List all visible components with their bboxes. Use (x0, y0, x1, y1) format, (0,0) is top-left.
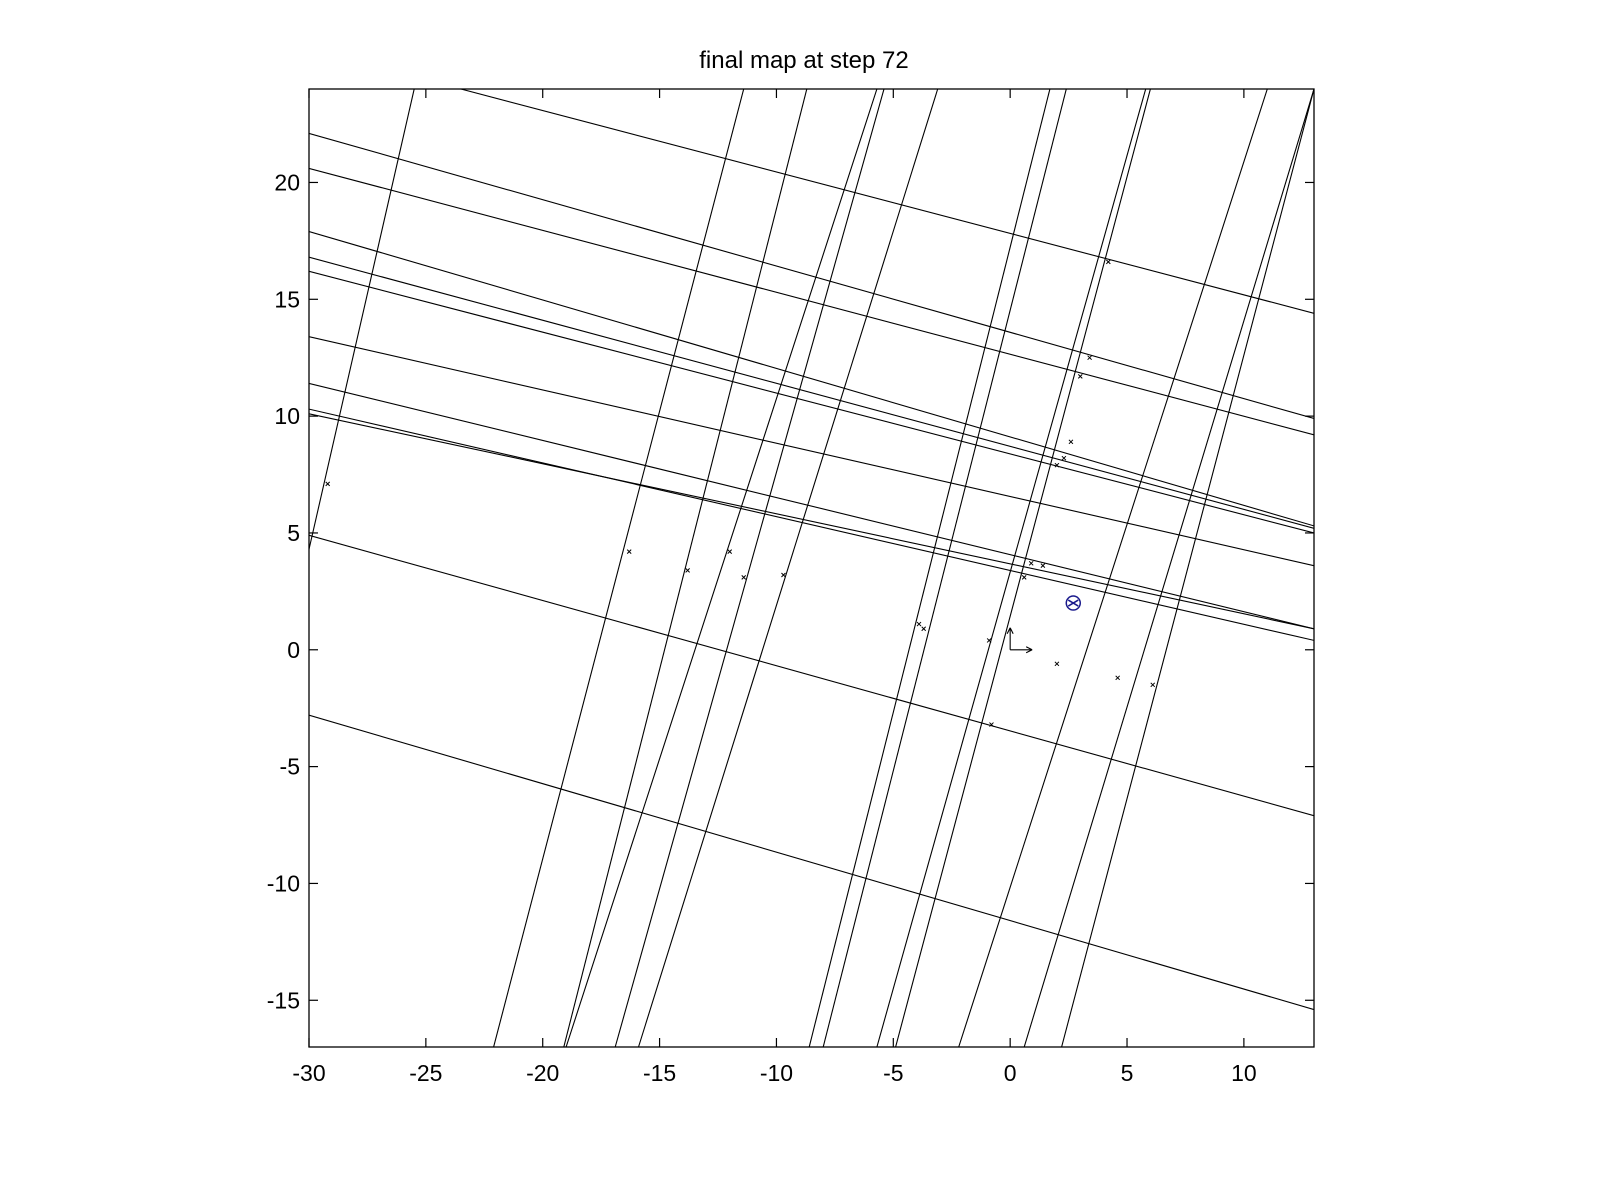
landmark-marker (1077, 374, 1083, 379)
landmark-marker (741, 574, 747, 580)
map-line-4 (309, 270, 1314, 534)
y-tick-label: 10 (274, 403, 300, 429)
chart-title: final map at step 72 (699, 47, 908, 74)
map-line-19 (822, 89, 1067, 1047)
x-tick-label: -5 (883, 1060, 903, 1086)
y-tick-label: -10 (267, 870, 300, 896)
map-line-16 (614, 89, 885, 1047)
robot-pose-marker (1065, 595, 1082, 611)
y-tick-label: -15 (267, 987, 300, 1013)
landmark-marker (1054, 661, 1060, 667)
x-tick-label: 5 (1121, 1060, 1134, 1086)
landmark-marker (989, 722, 994, 727)
map-line-2 (309, 230, 1314, 527)
x-tick-label: 0 (1004, 1060, 1017, 1086)
landmark-marker (1040, 563, 1046, 569)
map-line-9 (309, 534, 1314, 817)
landmark-marker (1105, 259, 1111, 265)
landmark-marker (1087, 355, 1092, 361)
map-line-15 (565, 89, 878, 1047)
landmark-marker (1115, 675, 1121, 681)
map-line-13 (493, 89, 745, 1047)
x-tick-label: -25 (409, 1060, 442, 1086)
landmark-marker (685, 567, 690, 573)
robot-pose-cross (1067, 599, 1079, 607)
y-tick-label: 15 (274, 286, 300, 312)
y-tick-label: 20 (274, 169, 300, 195)
map-line-22 (958, 89, 1268, 1047)
x-tick-label: -10 (760, 1060, 793, 1086)
map-line-17 (637, 89, 939, 1047)
landmark-marker (1054, 462, 1060, 468)
landmark-marker (1150, 682, 1156, 688)
map-line-14 (563, 89, 808, 1047)
landmark-marker (1021, 574, 1027, 580)
landmark-marker (781, 572, 786, 578)
map-line-18 (808, 89, 1051, 1047)
landmark-marker (626, 549, 632, 554)
y-tick-label: 0 (287, 637, 300, 663)
landmark-marker (325, 481, 331, 487)
plot-content (309, 89, 1314, 1047)
landmark-marker (921, 626, 927, 632)
map-line-21 (895, 89, 1151, 1047)
x-tick-label: -15 (643, 1060, 676, 1086)
landmark-marker (1061, 455, 1067, 461)
y-tick-label: -5 (280, 754, 300, 780)
x-tick-label: -20 (526, 1060, 559, 1086)
map-line-7 (309, 408, 1314, 641)
x-tick-label: 10 (1231, 1060, 1257, 1086)
landmark-marker (727, 549, 733, 554)
map-line-1 (309, 167, 1314, 436)
map-line-12 (309, 89, 415, 550)
y-tick-label: 5 (287, 520, 300, 546)
map-line-10 (309, 714, 1314, 1011)
map-line-3 (309, 256, 1314, 529)
map-line-8 (309, 413, 1314, 630)
map-line-5 (309, 336, 1314, 567)
map-line-0 (309, 132, 1314, 420)
map-line-11 (460, 89, 1314, 314)
landmark-marker (916, 621, 922, 627)
map-line-20 (876, 89, 1147, 1047)
landmark-marker (1028, 560, 1034, 566)
landmark-marker (1068, 439, 1074, 445)
plot-area (308, 88, 1315, 1048)
origin-frame-axes (1006, 627, 1033, 654)
x-tick-label: -30 (292, 1060, 325, 1086)
map-line-24 (1061, 89, 1314, 1047)
axis-ticks (308, 89, 1314, 1047)
map-line-23 (1023, 89, 1314, 1047)
map-line-6 (309, 382, 1314, 630)
landmark-marker (986, 638, 992, 643)
axis-tick-labels: -30 -25 -20 -15 -10 -5 0 5 10 -15 -10 -5 0 5 10 15 20 (267, 169, 1257, 1086)
